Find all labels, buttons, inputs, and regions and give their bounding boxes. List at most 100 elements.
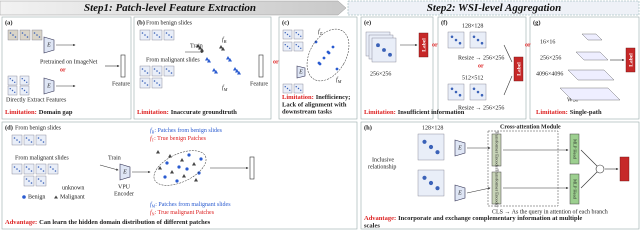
patch-dot	[40, 168, 42, 170]
pyramid-layer	[567, 69, 615, 81]
feature-point	[326, 50, 330, 54]
step1-banner	[0, 0, 347, 16]
patch-dot	[300, 35, 302, 38]
patch-dot	[297, 33, 300, 36]
panel-tag: (b)	[137, 19, 145, 26]
patch-dot	[480, 41, 484, 45]
feature-point	[168, 154, 172, 158]
feature-point	[335, 67, 339, 71]
patch-dot	[435, 150, 440, 155]
pyramid-layer	[575, 51, 609, 61]
patch-dot	[23, 89, 26, 92]
text: Label	[628, 53, 634, 67]
label-box	[513, 56, 524, 82]
text: E	[122, 169, 127, 175]
limitation-label: Limitation:	[5, 109, 37, 116]
text-part: Limitation:	[137, 109, 169, 116]
patch-dot	[422, 139, 427, 144]
cluster-outline	[153, 150, 207, 186]
text-part: f	[222, 36, 225, 43]
text-part: f	[336, 76, 339, 83]
advantage: Advantage: Can learn the hidden domain di…	[5, 219, 211, 226]
patch-dot	[26, 81, 28, 84]
panel-tag: (c)	[282, 19, 289, 26]
patch-dot	[42, 141, 45, 143]
patch-dot	[153, 80, 156, 82]
or-label: or	[478, 63, 484, 69]
text-part: Limitation:	[536, 109, 568, 116]
limitation-text: Domain gap	[39, 109, 73, 116]
label-box	[625, 47, 636, 73]
feature-point	[235, 69, 239, 73]
patch-dot	[458, 93, 462, 97]
patch-dot	[472, 35, 476, 39]
text-part: Single-path	[570, 109, 602, 116]
text: E	[457, 190, 462, 196]
patch-dot	[295, 85, 297, 88]
patch-dot	[14, 36, 17, 38]
patch-dot	[284, 43, 286, 46]
patch-dot	[141, 80, 144, 82]
patch-dot	[144, 34, 146, 36]
patch-dot	[28, 180, 30, 182]
encoder	[454, 139, 466, 157]
text: E	[298, 69, 303, 75]
text-part: Limitation:	[282, 94, 314, 101]
benign-label: From benign slides	[15, 125, 62, 131]
feature-point	[194, 178, 198, 182]
encoder	[296, 65, 306, 79]
patch-dot	[25, 166, 28, 168]
patch-dot	[289, 35, 291, 38]
step1-title: Step1: Patch-level Feature Extraction	[84, 2, 256, 14]
patch-dot	[158, 72, 161, 74]
text-part: Incorporate and exchange complementary i…	[398, 215, 582, 222]
patch-dot	[54, 170, 57, 172]
or-label: or	[60, 67, 66, 73]
text-part: B	[224, 39, 227, 44]
pretrained-label: Pretrained on ImageNet	[40, 59, 98, 65]
feature-point	[198, 46, 202, 50]
step2-title: Step2: WSI-level Aggregation	[427, 2, 561, 14]
text-part: Inaccurate groundtruth	[171, 109, 238, 116]
size-label: 128×128	[422, 125, 443, 131]
patch-dot	[454, 38, 458, 42]
encoder-label: E	[46, 83, 51, 89]
feature-point	[165, 161, 169, 165]
feature-point	[199, 157, 203, 161]
feature-label: Feature	[112, 81, 130, 87]
patch-dot	[26, 36, 29, 38]
text-part: N	[152, 211, 155, 216]
feature-point	[163, 175, 167, 179]
train-label: Train	[108, 155, 121, 161]
inclusive-label: relationship	[368, 164, 396, 170]
feature-point	[156, 150, 160, 154]
patch-dot	[428, 144, 434, 150]
patch-dot	[28, 168, 30, 170]
patch-dot	[168, 70, 170, 72]
patch-dot	[14, 81, 16, 84]
text: Transformer Encoder	[494, 169, 499, 208]
limitation-text: Lack of alignment with	[282, 101, 347, 108]
text-part: f	[150, 201, 153, 208]
patch-dot	[40, 139, 42, 141]
patch-dot	[454, 90, 458, 94]
limitation: Limitation: Inaccurate groundtruth	[137, 109, 237, 116]
feature-point	[317, 61, 321, 65]
encoder-label: E	[46, 42, 51, 48]
patch-dot	[170, 36, 173, 38]
text: Label	[421, 38, 427, 52]
arrow	[99, 164, 119, 171]
malignant-label: From malignant slides	[146, 57, 200, 63]
patch-dot	[16, 168, 18, 170]
text-part: f	[150, 135, 153, 142]
patch-dot	[52, 168, 54, 170]
text-part: Inefficiency;	[316, 94, 351, 101]
label-box	[418, 32, 429, 58]
patch-dot	[153, 32, 156, 34]
mlp-box	[569, 133, 580, 165]
module-box	[487, 130, 559, 207]
fm-label: fM	[222, 84, 228, 92]
patch-dot	[156, 34, 158, 36]
feature-bar	[120, 54, 126, 78]
text-part: f	[150, 209, 153, 216]
